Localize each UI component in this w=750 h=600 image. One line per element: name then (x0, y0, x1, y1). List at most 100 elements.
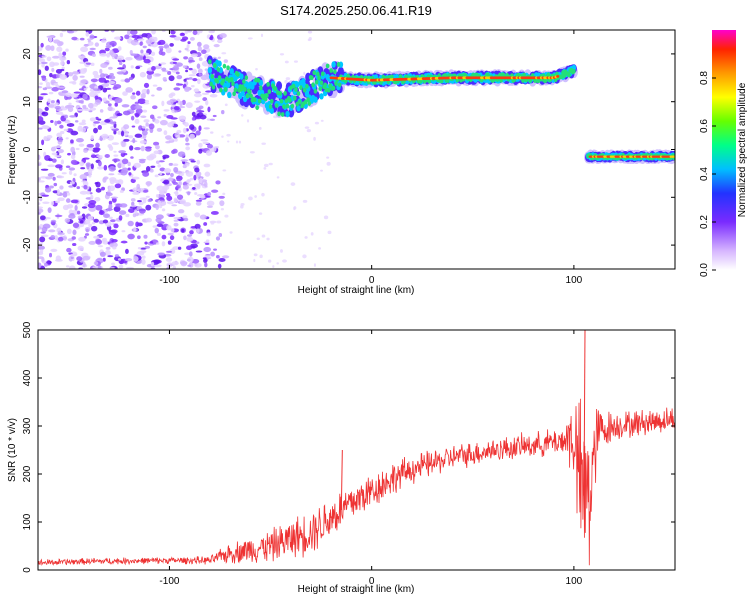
noise-blob (83, 44, 90, 47)
noise-blob (173, 191, 179, 194)
noise-blob (118, 61, 123, 66)
noise-blob (100, 63, 108, 69)
noise-blob (176, 194, 184, 200)
noise-blob (109, 40, 117, 47)
noise-blob (79, 190, 88, 195)
noise-blob (174, 62, 183, 67)
noise-blob (81, 119, 86, 123)
noise-blob (68, 167, 76, 171)
noise-blob (154, 119, 160, 124)
noise-blob (72, 71, 80, 75)
noise-blob (60, 159, 65, 165)
trace-mark (522, 72, 526, 78)
noise-blob (50, 146, 57, 152)
noise-blob (62, 51, 67, 56)
noise-blob (79, 161, 85, 167)
spectrogram-ytick-label: 0 (22, 146, 33, 152)
noise-blob (205, 239, 210, 243)
noise-blob (156, 86, 163, 91)
noise-blob (70, 130, 79, 136)
noise-blob (116, 113, 123, 117)
noise-blob (40, 61, 48, 65)
noise-blob (141, 255, 146, 259)
noise-blob (54, 214, 63, 218)
noise-blob (104, 249, 111, 256)
noise-blob (153, 264, 162, 268)
noise-blob (170, 117, 178, 120)
noise-blob (42, 223, 51, 229)
noise-blob (162, 156, 166, 160)
noise-blob (112, 158, 121, 162)
noise-blob (80, 167, 86, 170)
noise-blob (203, 127, 210, 130)
noise-blob (123, 124, 130, 130)
noise-blob (149, 241, 154, 244)
noise-blob (158, 39, 166, 45)
noise-blob (116, 67, 125, 70)
noise-blob (85, 228, 89, 233)
noise-blob (111, 48, 120, 54)
noise-blob (51, 158, 57, 163)
noise-blob (185, 146, 191, 151)
snr-xtick-label: -100 (159, 576, 179, 587)
noise-blob (160, 201, 167, 206)
noise-blob (127, 161, 131, 167)
noise-blob (90, 194, 94, 200)
noise-blob (40, 215, 46, 221)
noise-blob (211, 189, 219, 193)
noise-blob (138, 201, 144, 206)
noise-blob (80, 127, 87, 133)
noise-blob (93, 121, 101, 124)
trace-mark (217, 60, 222, 67)
noise-blob (145, 204, 152, 211)
trace-mark (274, 103, 279, 109)
noise-blob (113, 223, 119, 229)
noise-blob (48, 37, 53, 43)
noise-blob (120, 130, 125, 137)
trace-mark (244, 75, 249, 81)
spectrogram-ylabel: Frequency (Hz) (7, 116, 18, 185)
noise-blob (102, 177, 107, 183)
noise-blob (79, 75, 85, 78)
noise-blob (58, 86, 66, 89)
noise-blob (41, 125, 49, 129)
noise-blob (161, 241, 166, 247)
noise-blob (114, 102, 118, 107)
trace-mark (313, 96, 318, 103)
noise-blob (215, 180, 221, 185)
noise-blob (173, 36, 182, 41)
noise-blob (175, 82, 180, 86)
noise-blob (159, 167, 166, 172)
noise-blob (194, 100, 201, 103)
trace-mark (267, 89, 272, 95)
noise-blob (130, 30, 138, 35)
noise-blob (52, 176, 56, 181)
noise-blob (203, 44, 210, 50)
noise-blob (170, 92, 176, 97)
noise-blob (48, 158, 53, 162)
noise-blob (114, 254, 119, 258)
noise-blob (61, 172, 67, 175)
noise-blob (97, 166, 104, 170)
noise-blob (193, 183, 201, 188)
noise-blob (210, 221, 215, 225)
noise-blob (158, 45, 164, 49)
colorbar-label: Normalized spectral amplitude (737, 82, 748, 217)
noise-blob (110, 242, 118, 248)
trace-mark (229, 68, 234, 75)
noise-blob (38, 226, 42, 230)
noise-blob (102, 238, 106, 243)
trace-mark (313, 88, 318, 94)
noise-blob (107, 105, 113, 112)
chart-title: S174.2025.250.06.41.R19 (280, 3, 432, 18)
noise-blob (174, 138, 178, 142)
noise-blob (180, 32, 185, 35)
noise-blob (144, 52, 150, 56)
noise-blob (293, 206, 296, 211)
noise-blob (51, 67, 55, 72)
noise-blob (194, 223, 201, 230)
noise-blob (80, 79, 89, 84)
noise-blob (179, 199, 187, 205)
noise-blob (67, 152, 71, 156)
noise-blob (304, 126, 310, 129)
